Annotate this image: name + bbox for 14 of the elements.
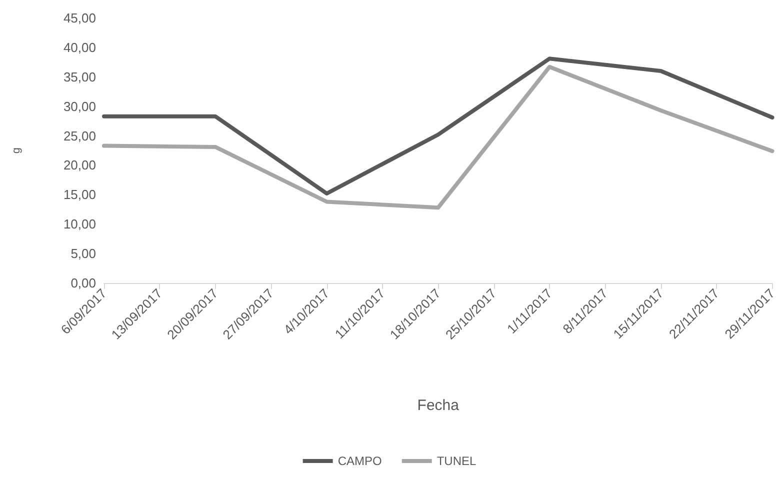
y-tick-label: 40,00 [63, 40, 96, 55]
y-tick-label: 10,00 [63, 216, 96, 232]
y-tick-label: 35,00 [63, 69, 96, 84]
legend-label: CAMPO [338, 454, 382, 468]
y-tick-label: 30,00 [63, 98, 96, 114]
y-tick-label: 20,00 [63, 158, 96, 173]
y-axis-title: g [10, 147, 22, 154]
y-tick-label: 0,00 [70, 276, 96, 290]
y-tick-label: 25,00 [63, 128, 96, 144]
y-tick-label: 45,00 [63, 10, 96, 26]
y-tick-label: 5,00 [70, 246, 96, 262]
y-tick-label: 15,00 [63, 187, 96, 202]
x-axis-title: Fecha [417, 397, 460, 414]
legend-label: TUNEL [436, 454, 476, 468]
